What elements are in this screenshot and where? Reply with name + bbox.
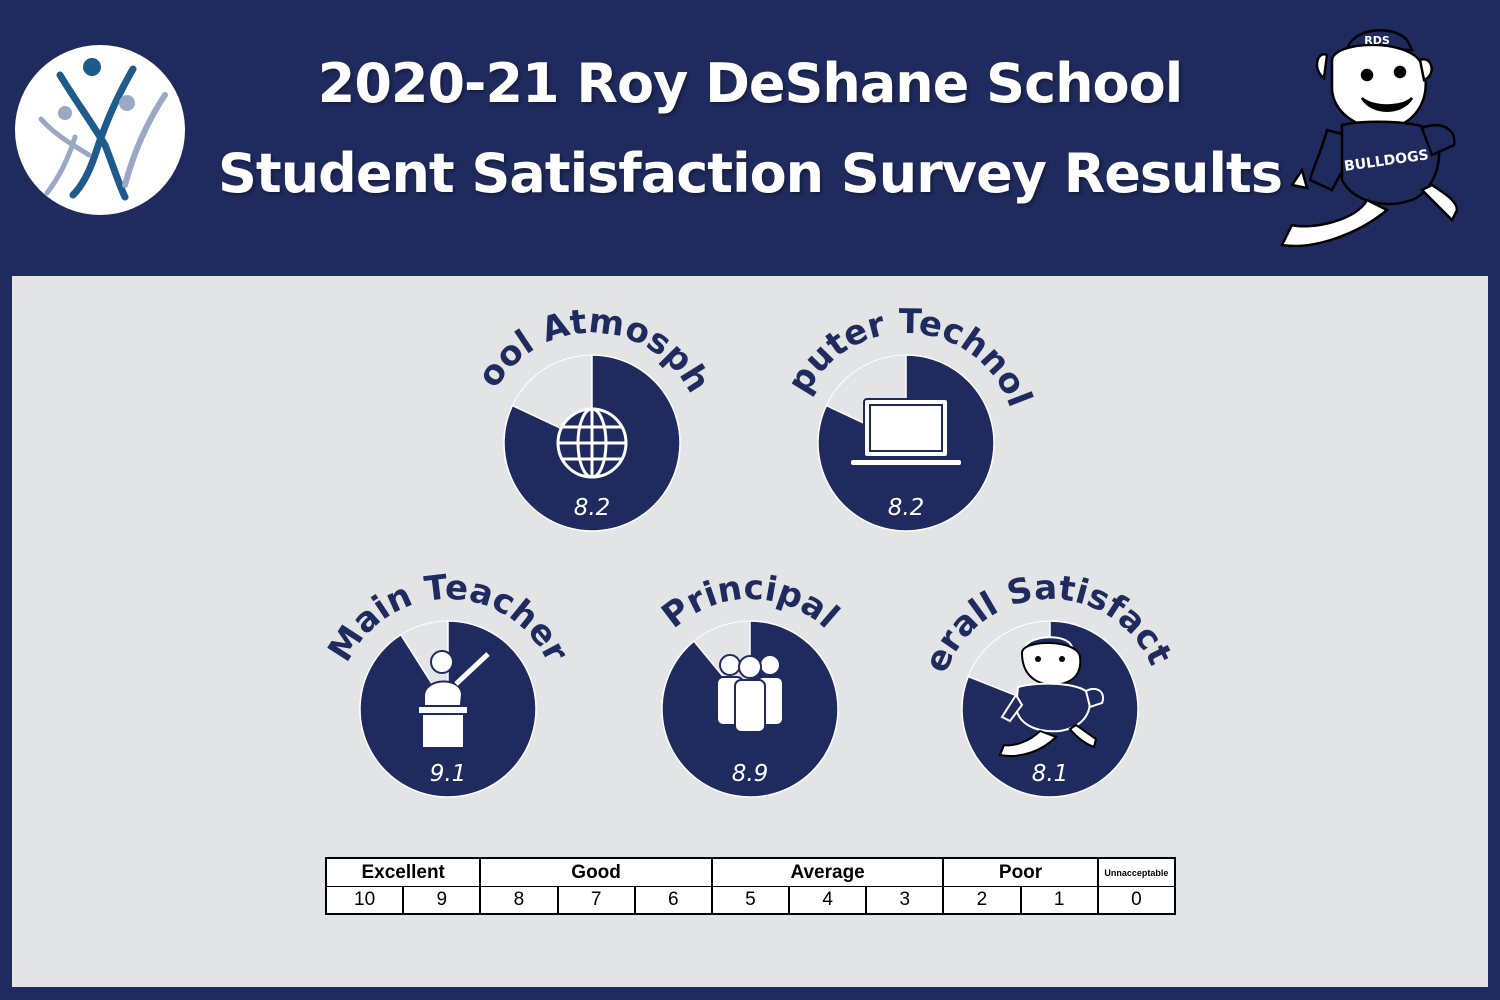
mascot-cap-text: RDS [1364,34,1390,47]
school-logo [15,45,185,215]
pie-value-label: 8.2 [574,495,611,521]
scale-number: 6 [634,886,713,915]
rating-scale-categories: Excellent Good Average Poor Unnacceptabl… [324,857,1177,887]
rating-scale-numbers: 10 9 8 7 6 5 4 3 2 1 0 [324,886,1177,915]
scale-category-unacceptable: Unnacceptable [1096,857,1177,887]
scale-number: 5 [710,886,791,915]
bulldog-mascot: RDS BULLDOGS [1280,29,1459,248]
scale-number: 4 [788,886,868,915]
rating-scale-table: Excellent Good Average Poor Unnacceptabl… [324,857,1177,915]
pie-value-label: 8.9 [732,761,769,787]
pie-value-label: 9.1 [430,761,467,787]
scale-number: 2 [942,886,1022,915]
scale-number: 3 [865,886,945,915]
scale-category-good: Good [479,857,713,887]
laptop-icon [849,398,963,467]
scale-category-poor: Poor [942,857,1099,887]
pie-value-slice [661,620,839,798]
scale-number: 0 [1096,886,1177,915]
scale-number: 8 [479,886,559,915]
header: 2020-21 Roy DeShane School Student Satis… [0,0,1500,262]
scale-number: 7 [557,886,636,915]
page-title-line-2: Student Satisfaction Survey Results [218,142,1283,205]
pie-value-slice [817,354,995,532]
pie-value-label: 8.1 [1032,761,1069,787]
globe-icon [556,407,628,479]
pie-value-slice [503,354,681,532]
people-group-icon [716,654,784,733]
page-title-line-1: 2020-21 Roy DeShane School [317,52,1183,115]
scale-category-average: Average [710,857,945,887]
pie-value-label: 8.2 [888,495,925,521]
scale-number: 10 [324,886,405,915]
pie-title-label: School Atmosphere [0,0,718,400]
pie-chart-school-atmosphere: 8.2 School Atmosphere [0,0,718,532]
scale-number: 9 [402,886,482,915]
scale-category-excellent: Excellent [324,857,482,887]
scale-number: 1 [1020,886,1099,915]
